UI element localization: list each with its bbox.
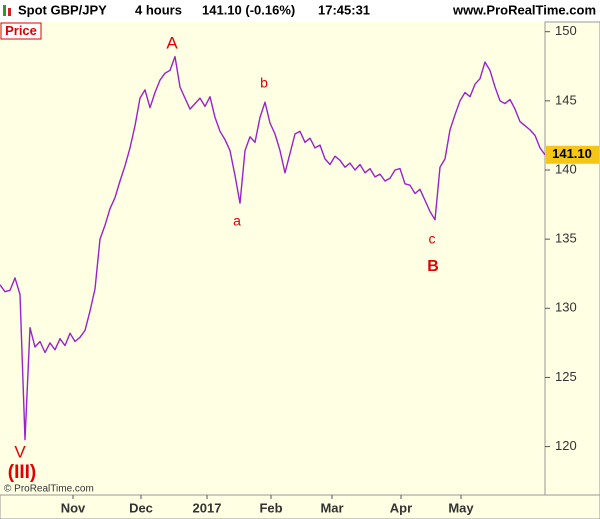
period: 4 hours [135,2,182,17]
wave-label: B [427,258,439,275]
y-tick-label: 125 [555,369,577,384]
wave-label: b [260,75,268,91]
copyright: © ProRealTime.com [4,484,94,495]
y-tick-label: 145 [555,92,577,107]
panel-label: Price [5,23,37,38]
instrument: Spot GBP/JPY [18,2,107,17]
site: www.ProRealTime.com [452,2,596,17]
x-tick-label: 2017 [193,500,222,515]
price-line [0,55,546,441]
x-tick-label: Apr [390,500,412,515]
y-tick-label: 120 [555,438,577,453]
candle-icon [3,5,11,16]
time: 17:45:31 [318,2,370,17]
wave-label: c [429,231,436,247]
last-price-label: 141.10 [552,146,592,161]
x-axis-area [0,494,600,519]
y-axis-area [544,21,600,496]
x-tick-label: Dec [129,500,153,515]
y-tick-label: 130 [555,300,577,315]
x-tick-label: Feb [259,500,282,515]
y-tick-label: 140 [555,161,577,176]
wave-label: A [166,33,178,52]
wave-label: V [14,442,26,461]
quote: 141.10 (-0.16%) [202,2,295,17]
x-tick-label: Nov [61,500,86,515]
x-tick-label: May [448,500,474,515]
y-tick-label: 135 [555,231,577,246]
y-tick-label: 150 [555,23,577,38]
panel-label-box [0,22,42,40]
x-tick-label: Mar [320,500,343,515]
wave-label: a [233,213,241,229]
last-price-box [546,145,599,164]
wave-label: (III) [8,462,37,483]
plot-area [0,22,545,495]
